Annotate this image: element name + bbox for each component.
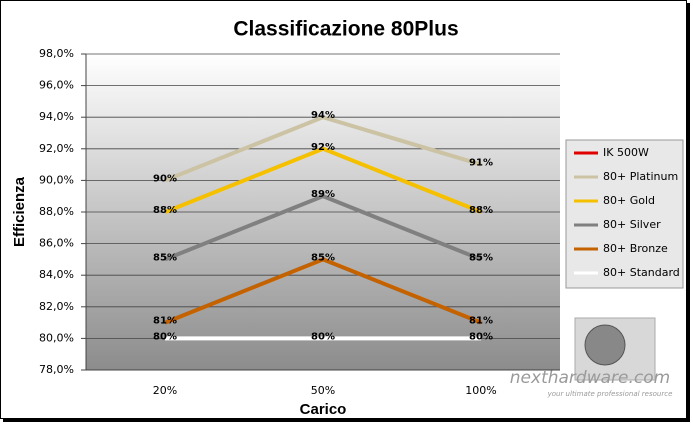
- y-tick-label: 90,0%: [39, 173, 74, 186]
- data-label: 85%: [469, 252, 493, 263]
- data-label: 90%: [153, 173, 177, 184]
- legend-label: IK 500W: [603, 146, 649, 159]
- legend-label: 80+ Standard: [603, 266, 680, 279]
- legend-label: 80+ Gold: [603, 194, 655, 207]
- x-axis-title: Carico: [300, 401, 347, 418]
- y-tick-label: 86,0%: [39, 237, 74, 250]
- data-label: 88%: [469, 205, 493, 216]
- x-tick-label: 50%: [311, 384, 335, 397]
- data-label: 81%: [469, 316, 493, 327]
- data-label: 91%: [469, 158, 493, 169]
- series-line: [164, 146, 482, 214]
- y-tick-label: 84,0%: [39, 268, 74, 281]
- data-label: 88%: [153, 205, 177, 216]
- y-tick-label: 80,0%: [39, 331, 74, 344]
- y-tick-label: 92,0%: [39, 142, 74, 155]
- y-tick-label: 96,0%: [39, 79, 74, 92]
- legend-label: 80+ Silver: [603, 218, 661, 231]
- x-tick-label: 100%: [465, 384, 496, 397]
- data-label: 80%: [153, 331, 177, 342]
- data-label: 85%: [153, 252, 177, 263]
- data-label: 80%: [311, 331, 335, 342]
- y-axis-title: Efficienza: [11, 176, 28, 247]
- data-label: 89%: [311, 189, 335, 200]
- legend-label: 80+ Bronze: [603, 242, 668, 255]
- legend-box: [565, 139, 684, 289]
- data-label: 92%: [311, 142, 335, 153]
- y-tick-label: 78,0%: [39, 363, 74, 376]
- legend-label: 80+ Platinum: [603, 170, 678, 183]
- data-label: 85%: [311, 252, 335, 263]
- chart-title: Classificazione 80Plus: [233, 18, 458, 41]
- data-label: 81%: [153, 316, 177, 327]
- y-tick-label: 82,0%: [39, 300, 74, 313]
- series-line: [164, 257, 482, 325]
- x-tick-label: 20%: [153, 384, 177, 397]
- y-tick-label: 88,0%: [39, 205, 74, 218]
- watermark: nexthardware.com: [510, 368, 670, 388]
- data-label: 94%: [311, 110, 335, 121]
- psu-fan: [584, 324, 626, 366]
- series-line: [164, 194, 482, 262]
- y-tick-label: 94,0%: [39, 110, 74, 123]
- watermark-tagline: your ultimate professional resource: [547, 390, 673, 398]
- data-label: 80%: [469, 331, 493, 342]
- series-line: [164, 115, 482, 183]
- y-tick-label: 98,0%: [39, 47, 74, 60]
